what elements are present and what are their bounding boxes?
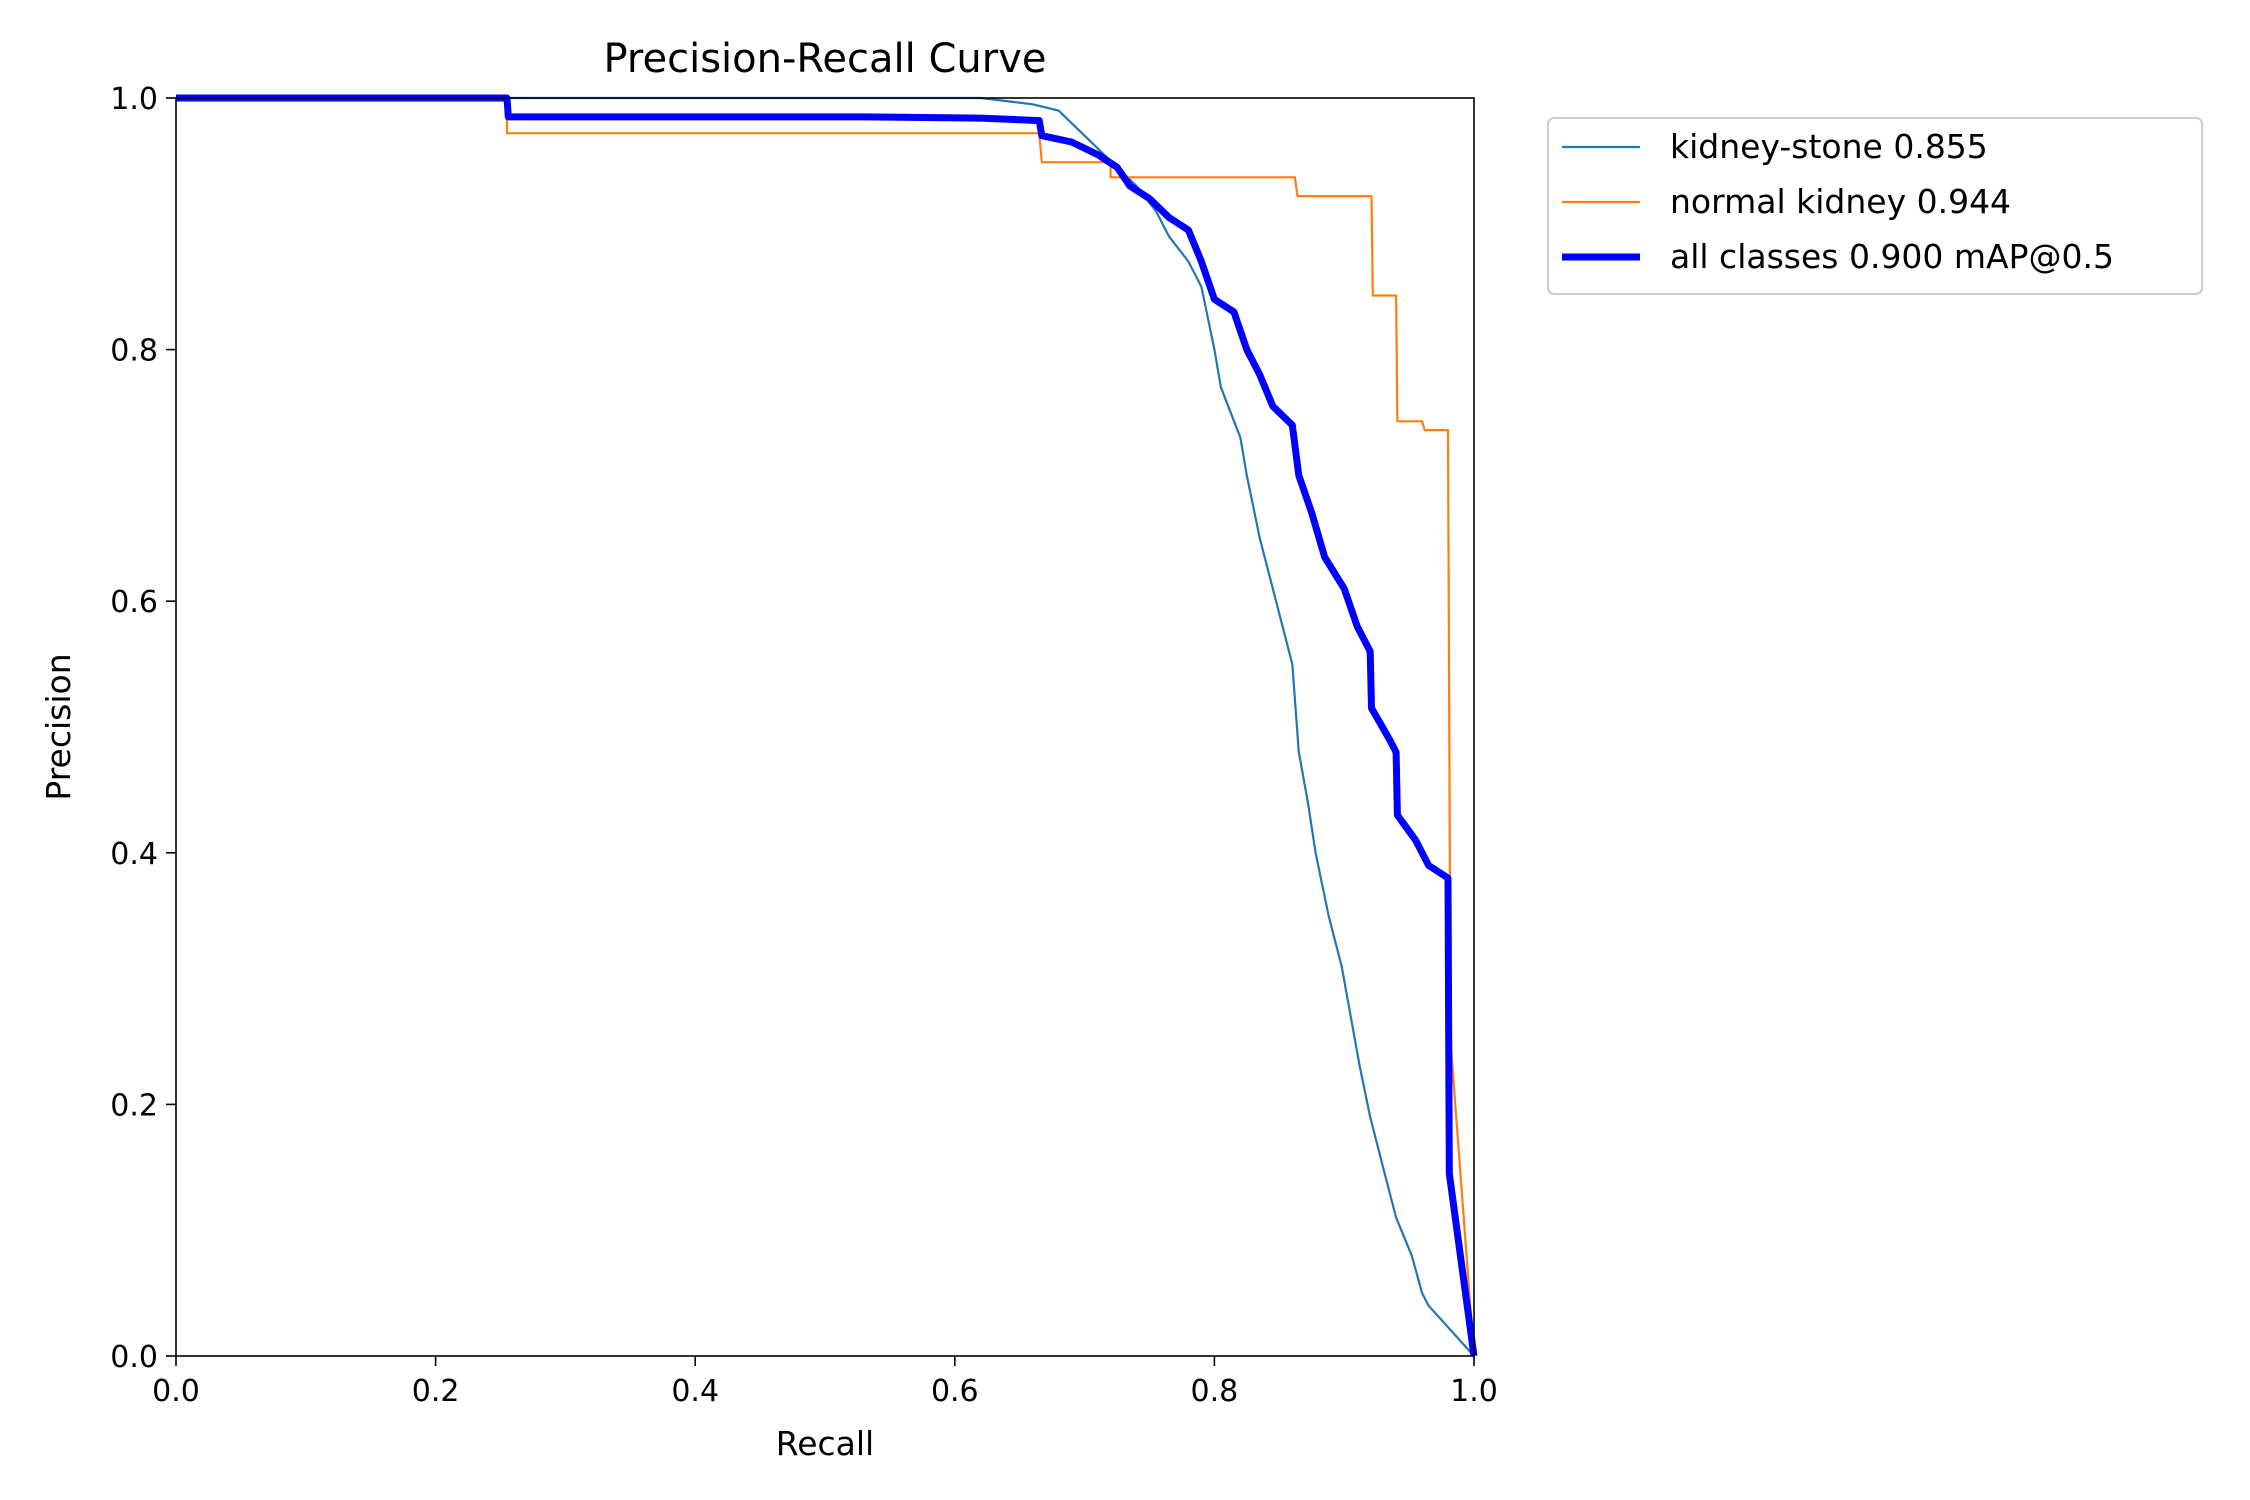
x-axis-label: Recall <box>776 1424 874 1463</box>
y-tick-label: 0.4 <box>110 837 158 872</box>
y-tick-label: 0.0 <box>110 1340 158 1375</box>
x-tick-label: 0.4 <box>671 1374 719 1409</box>
axes-frame <box>175 97 1475 1357</box>
series-line-2 <box>176 94 1478 1357</box>
y-tick-label: 1.0 <box>110 82 158 117</box>
y-tick-label: 0.8 <box>110 334 158 369</box>
x-tick-label: 0.6 <box>931 1374 979 1409</box>
x-tick-label: 1.0 <box>1450 1374 1498 1409</box>
y-tick-label: 0.2 <box>110 1088 158 1123</box>
chart-title: Precision-Recall Curve <box>604 36 1047 82</box>
y-axis-label: Precision <box>39 653 78 800</box>
y-tick-label: 0.6 <box>110 585 158 620</box>
legend-entry-2: all classes 0.900 mAP@0.5 <box>1670 237 2114 276</box>
x-tick-label: 0.8 <box>1191 1374 1239 1409</box>
legend-box <box>1547 117 2203 295</box>
plot-area: 0.0 0.2 0.4 0.6 0.8 1.0 0.0 0.2 0.4 0.6 0.8 1.0 <box>110 82 1498 1409</box>
series-line-1 <box>176 96 1476 1357</box>
series-line-0 <box>176 96 1475 1357</box>
legend: kidney-stone 0.855 normal kidney 0.944 all… <box>1547 117 2203 295</box>
legend-entry-0: kidney-stone 0.855 <box>1670 127 1988 166</box>
x-tick-label: 0.0 <box>152 1374 200 1409</box>
x-tick-label: 0.2 <box>412 1374 460 1409</box>
legend-entry-1: normal kidney 0.944 <box>1670 182 2011 221</box>
